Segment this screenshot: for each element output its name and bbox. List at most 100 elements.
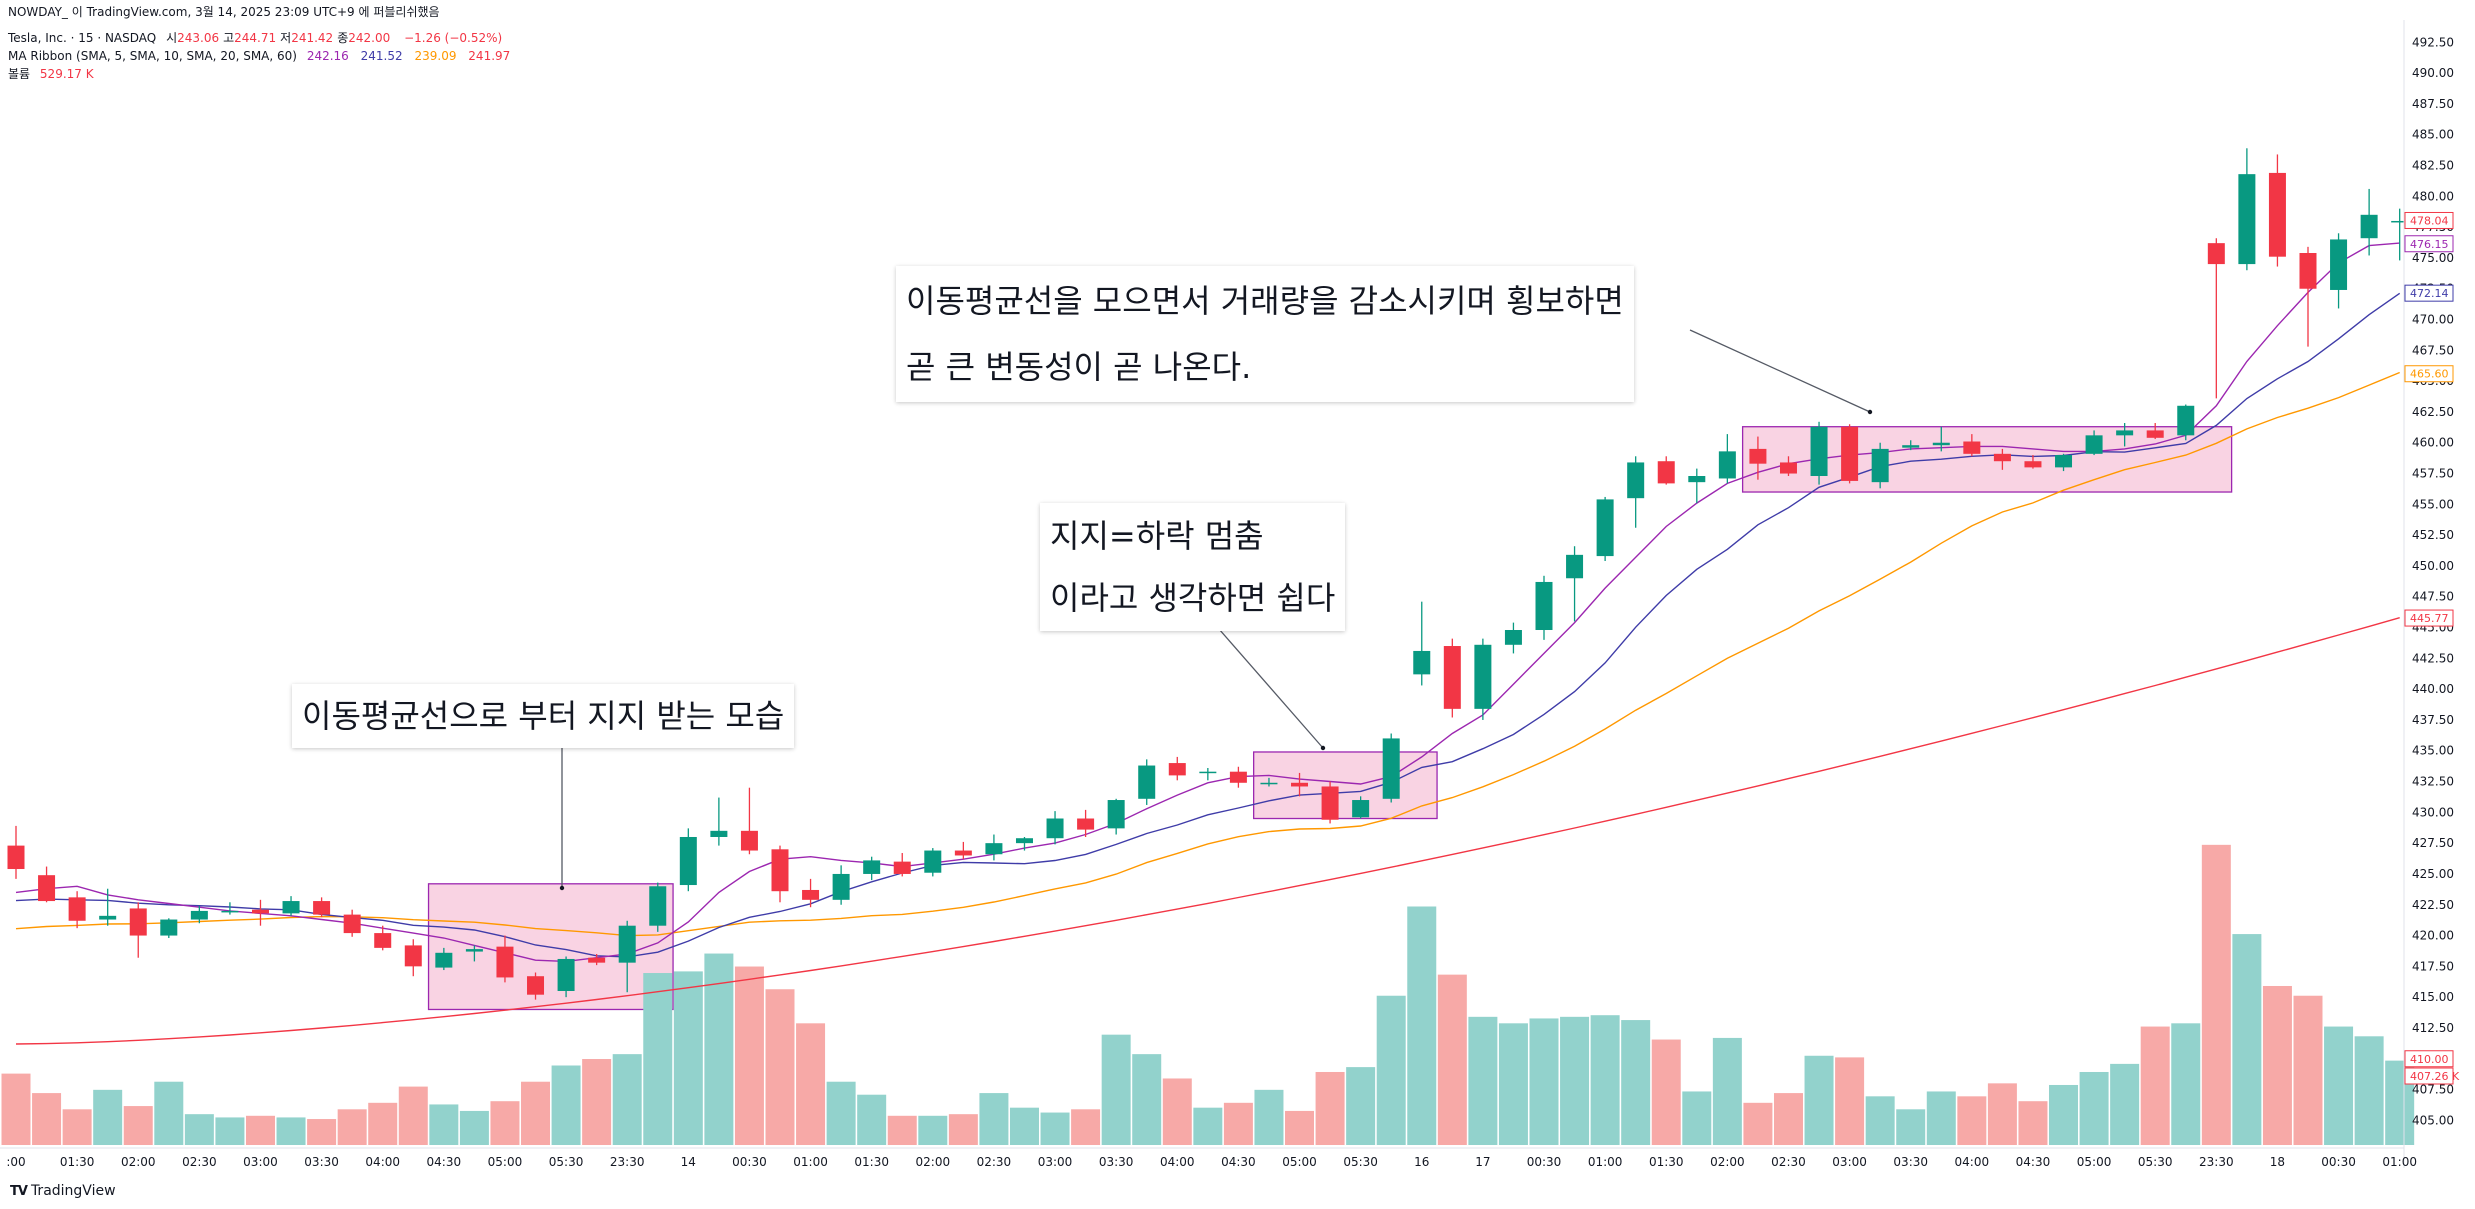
volume-bar (887, 1115, 917, 1145)
time-tick-label: 04:00 (1160, 1155, 1195, 1169)
volume-bar (276, 1117, 306, 1145)
price-badge-box (2404, 609, 2454, 627)
volume-bars (1, 844, 2415, 1145)
candle (2238, 148, 2256, 271)
annotation-arrows (559, 329, 1873, 891)
volume-bar (154, 1081, 184, 1145)
candle-body (2391, 220, 2409, 223)
volume-bar (1651, 1039, 1681, 1145)
annotation-arrow-tip (559, 885, 565, 891)
candle (1413, 601, 1431, 686)
candle (618, 920, 636, 993)
candle (649, 882, 667, 932)
ma5-line (15, 242, 2400, 963)
price-tick-label: 407.50 (2412, 1083, 2454, 1097)
price-tick-label: 425.00 (2412, 867, 2454, 881)
time-tick-label: 01:00 (793, 1155, 828, 1169)
candle (2360, 188, 2378, 256)
candle-body (221, 910, 239, 913)
time-tick-label: :00 (6, 1155, 25, 1169)
candle-body (129, 908, 147, 936)
candle-body (374, 933, 392, 948)
time-tick-label: 00:30 (1527, 1155, 1562, 1169)
price-tick-label: 462.50 (2412, 405, 2454, 419)
time-tick-label: 03:30 (304, 1155, 339, 1169)
price-change: −1.26 (−0.52%) (404, 31, 503, 45)
time-tick-label: 03:30 (1893, 1155, 1928, 1169)
time-tick-label: 02:00 (1710, 1155, 1745, 1169)
annotation-arrow-tip (1867, 409, 1873, 415)
volume-bar (1621, 1020, 1651, 1145)
volume-bar (2110, 1063, 2140, 1145)
annotation-volatility[interactable]: 이동평균선을 모으면서 거래량을 감소시키며 횡보하면 곧 큰 변동성이 곧 나… (896, 266, 1634, 402)
candle (404, 939, 422, 977)
candle-body (2146, 430, 2164, 438)
candle-body (282, 901, 300, 914)
volume-bar (2018, 1101, 2048, 1145)
candle (1688, 468, 1706, 504)
candle (1199, 767, 1217, 781)
candle-body (1077, 818, 1095, 830)
time-tick-label: 01:00 (2382, 1155, 2417, 1169)
price-tick-label: 467.50 (2412, 343, 2454, 357)
candle-body (68, 897, 86, 921)
candle (1260, 777, 1278, 787)
price-tick-label: 435.00 (2412, 744, 2454, 758)
annotation-arrow-tip (1320, 745, 1326, 751)
time-tick-label: 04:30 (2016, 1155, 2051, 1169)
volume-bar (857, 1094, 887, 1145)
candle (251, 899, 269, 926)
price-tick-label: 420.00 (2412, 929, 2454, 943)
candle (496, 935, 514, 983)
candle (2085, 430, 2103, 456)
price-badge: 410.00 (2404, 1050, 2454, 1068)
annotation-line: 이동평균선을 모으면서 거래량을 감소시키며 횡보하면 (906, 282, 1624, 320)
candle-body (2299, 253, 2317, 289)
candle-body (618, 925, 636, 963)
volume-bar (2079, 1071, 2109, 1145)
candle-body (1627, 462, 1645, 499)
candle-body (190, 910, 208, 920)
price-badge-text: 407.26 K (2410, 1070, 2460, 1083)
candle (435, 947, 453, 971)
ohlc-item: 시243.06 (166, 31, 219, 45)
candle (1107, 798, 1125, 835)
candle-body (1535, 581, 1553, 631)
volume-bar (245, 1115, 275, 1145)
time-tick-label: 05:00 (1282, 1155, 1317, 1169)
candle (1046, 811, 1064, 845)
volume-bar (2262, 985, 2292, 1145)
candle (710, 797, 728, 846)
volume-bar (1865, 1096, 1895, 1145)
time-tick-label: 02:30 (977, 1155, 1012, 1169)
annotation-support[interactable]: 이동평균선으로 부터 지지 받는 모습 (292, 684, 795, 748)
ma10-value: 241.52 (360, 49, 403, 63)
tv-logo-text: TradingView (30, 1183, 116, 1199)
ohlc-label: 시 (166, 31, 178, 45)
time-tick-label: 05:30 (2138, 1155, 2173, 1169)
candle (1474, 638, 1492, 720)
volume-bar (1957, 1096, 1987, 1145)
time-tick-label: 16 (1414, 1155, 1429, 1169)
time-tick-label: 05:00 (488, 1155, 523, 1169)
volume-bar (1468, 1016, 1498, 1145)
time-tick-label: 17 (1475, 1155, 1490, 1169)
candle (2391, 208, 2409, 261)
price-tick-label: 415.00 (2412, 990, 2454, 1004)
candle-body (1015, 838, 1033, 844)
price-badge: 465.60 (2404, 365, 2454, 383)
price-tick-label: 485.00 (2412, 128, 2454, 142)
time-tick-label: 14 (681, 1155, 696, 1169)
candle (1718, 434, 1736, 484)
candle (1535, 575, 1553, 640)
volume-bar (429, 1104, 459, 1145)
time-tick-label: 03:00 (243, 1155, 278, 1169)
volume-bar (215, 1117, 245, 1145)
candle-body (1229, 771, 1247, 783)
price-badge: 445.77 (2404, 609, 2454, 627)
volume-bar (2140, 1026, 2170, 1145)
time-tick-label: 03:00 (1832, 1155, 1867, 1169)
tradingview-logo[interactable]: 𝗧𝗩 TradingView (10, 1183, 116, 1199)
annotation-support-definition[interactable]: 지지=하락 멈춤 이라고 생각하면 쉽다 (1040, 503, 1346, 631)
